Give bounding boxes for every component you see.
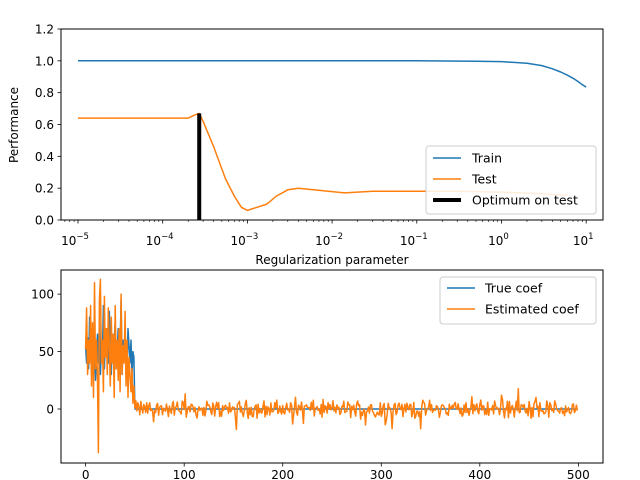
coefficients-lines <box>84 278 579 454</box>
series-line-train <box>78 60 587 88</box>
x-tick-label: 10−4 <box>146 232 174 248</box>
legend-frame <box>425 145 597 215</box>
coefficients-legend: True coef Estimated coef <box>439 276 597 325</box>
series-line-estimated-coef <box>84 278 579 454</box>
coefficients-axes-frame <box>60 269 604 464</box>
y-tick-label: 0.8 <box>35 86 54 100</box>
y-tick-label: 1.2 <box>35 23 54 37</box>
y-tick-label: 0 <box>46 403 54 417</box>
x-tick-label: 10−3 <box>230 232 258 248</box>
legend-label-train: Train <box>471 151 502 166</box>
x-tick-label: 0 <box>82 468 90 480</box>
legend-label-true-coef: True coef <box>484 281 543 296</box>
x-tick-label: 200 <box>271 468 294 480</box>
legend-label-estimated-coef: Estimated coef <box>485 302 579 317</box>
x-tick-label: 10−5 <box>61 232 89 248</box>
performance-x-ticks: 10−5 10−4 10−3 10−2 10−1 100 101 <box>61 220 594 248</box>
y-tick-label: 0.2 <box>35 182 54 196</box>
x-axis-label: Regularization parameter <box>255 253 408 267</box>
performance-lines <box>78 60 587 220</box>
x-tick-label: 10−2 <box>315 232 343 248</box>
y-axis-label: Performance <box>7 87 21 163</box>
legend-label-optimum: Optimum on test <box>472 193 578 208</box>
y-tick-label: 0.6 <box>35 118 54 132</box>
y-tick-label: 0.4 <box>35 150 54 164</box>
coefficients-axes: 0 100 200 300 400 500 0 50 100 True coef Estima… <box>31 269 604 480</box>
x-tick-label: 101 <box>573 232 594 248</box>
performance-axes: 10−5 10−4 10−3 10−2 10−1 100 101 0.00.20.40.60… <box>7 23 604 267</box>
x-tick-label: 10−1 <box>400 232 428 248</box>
y-tick-label: 0.0 <box>35 214 54 228</box>
y-tick-label: 1.0 <box>35 54 54 68</box>
coefficients-y-ticks: 0 50 100 <box>31 288 61 417</box>
y-tick-label: 100 <box>31 288 54 302</box>
y-tick-label: 50 <box>39 345 54 359</box>
x-tick-label: 400 <box>468 468 491 480</box>
legend-label-test: Test <box>471 172 497 187</box>
x-tick-label: 500 <box>567 468 590 480</box>
x-tick-label: 100 <box>488 232 509 248</box>
performance-legend: Train Test Optimum on test <box>425 145 597 215</box>
x-tick-label: 300 <box>370 468 393 480</box>
performance-y-ticks: 0.0 0.2 0.4 0.6 0.8 1.0 1.2 <box>35 23 61 228</box>
x-tick-label: 100 <box>173 468 196 480</box>
legend-frame <box>439 276 597 325</box>
coefficients-x-ticks: 0 100 200 300 400 500 <box>82 463 590 480</box>
